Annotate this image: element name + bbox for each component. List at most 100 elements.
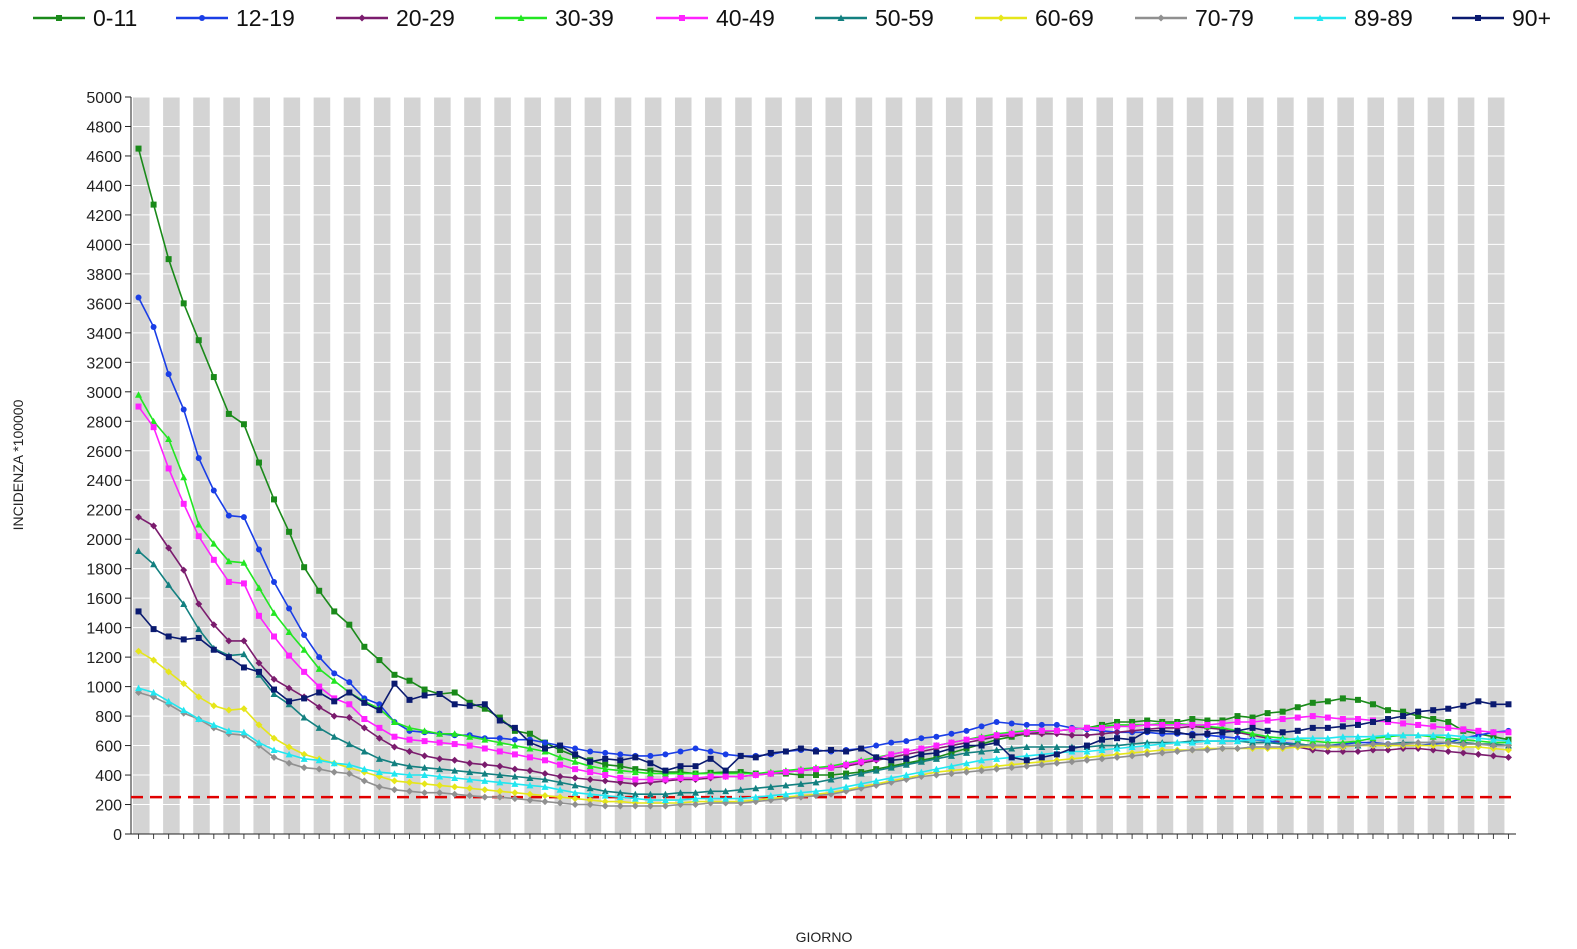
data-point xyxy=(225,410,232,417)
data-point xyxy=(1399,731,1407,739)
data-point xyxy=(1430,716,1437,723)
data-point xyxy=(737,773,744,780)
data-point xyxy=(1354,696,1361,703)
data-point xyxy=(195,455,202,462)
data-point xyxy=(1203,746,1211,754)
data-point xyxy=(1249,718,1256,725)
data-point xyxy=(331,608,338,615)
data-point xyxy=(1385,707,1392,714)
data-point xyxy=(1459,740,1467,748)
data-point xyxy=(601,787,609,795)
data-point xyxy=(1249,724,1256,731)
data-point xyxy=(1294,742,1302,750)
data-point xyxy=(466,792,474,800)
data-point xyxy=(1444,731,1452,739)
data-point xyxy=(240,514,247,521)
data-point xyxy=(195,600,203,608)
series-89-89 xyxy=(135,684,1512,804)
y-axis-ticks: 0 200 400 600 800 1000 1200 1400 1600 1800 2000 220… xyxy=(86,90,131,844)
data-point xyxy=(692,745,699,752)
data-point xyxy=(692,789,700,796)
data-point xyxy=(647,760,654,767)
data-point xyxy=(285,684,293,692)
data-point xyxy=(722,773,729,780)
y-tick-label: 4400 xyxy=(86,178,122,195)
data-point xyxy=(1204,730,1211,737)
data-point xyxy=(1399,740,1407,748)
data-point xyxy=(436,690,443,697)
series-60-69 xyxy=(135,647,1512,807)
data-point xyxy=(526,730,533,737)
data-point xyxy=(526,790,534,798)
data-point xyxy=(1098,730,1106,738)
data-point xyxy=(466,702,473,709)
data-point xyxy=(586,784,594,792)
grid-band xyxy=(705,97,722,834)
data-point xyxy=(903,738,910,745)
data-point xyxy=(1099,736,1106,743)
data-point xyxy=(767,783,775,790)
data-point xyxy=(240,664,247,671)
data-point xyxy=(421,727,429,734)
data-point xyxy=(180,600,188,608)
data-point xyxy=(1143,742,1151,749)
data-point xyxy=(1474,740,1482,748)
data-point xyxy=(436,789,444,797)
data-point xyxy=(150,522,158,530)
grid-band xyxy=(825,97,843,834)
data-point xyxy=(135,513,143,521)
data-point xyxy=(948,739,955,746)
data-point xyxy=(255,721,263,729)
data-point xyxy=(330,712,338,720)
data-point xyxy=(827,786,835,793)
data-point xyxy=(1309,742,1317,750)
data-point xyxy=(707,748,714,755)
data-point xyxy=(1339,723,1346,730)
data-point xyxy=(963,727,970,734)
data-point xyxy=(1474,734,1482,742)
data-point xyxy=(300,755,308,762)
data-point xyxy=(1233,745,1241,753)
grid-band xyxy=(373,97,391,834)
data-point xyxy=(902,761,910,768)
data-point xyxy=(1023,757,1030,764)
data-point xyxy=(285,628,293,636)
data-point xyxy=(1008,764,1016,772)
data-point xyxy=(481,761,489,769)
data-point xyxy=(571,781,579,789)
series-lines xyxy=(135,145,1512,810)
data-point xyxy=(556,778,564,786)
data-point xyxy=(1023,721,1030,728)
series-40-49 xyxy=(135,403,1512,783)
data-point xyxy=(1159,721,1166,728)
data-point xyxy=(270,675,278,683)
data-point xyxy=(270,690,278,697)
y-tick-label: 3400 xyxy=(86,326,122,343)
data-point xyxy=(301,564,308,571)
data-point xyxy=(421,686,428,693)
data-point xyxy=(210,556,217,563)
data-point xyxy=(1415,713,1422,720)
data-point xyxy=(1294,704,1301,711)
data-point xyxy=(135,403,142,410)
grid-band xyxy=(1337,97,1354,834)
data-point xyxy=(707,773,714,780)
data-point xyxy=(1068,758,1076,766)
data-point xyxy=(1505,729,1512,736)
grid-band xyxy=(434,97,451,834)
grid-band xyxy=(795,97,812,834)
data-point xyxy=(1053,721,1060,728)
data-point xyxy=(1385,716,1392,723)
data-point xyxy=(300,750,308,758)
data-point xyxy=(933,733,940,740)
data-point xyxy=(271,633,278,640)
y-tick-label: 3200 xyxy=(86,355,122,372)
legend-label: 90+ xyxy=(1512,5,1551,31)
data-point xyxy=(677,774,684,781)
data-point xyxy=(165,544,173,552)
legend-item: 12-19 xyxy=(176,5,295,31)
data-point xyxy=(526,796,534,804)
data-point xyxy=(737,795,745,802)
data-point xyxy=(541,775,549,783)
data-point xyxy=(692,774,699,781)
